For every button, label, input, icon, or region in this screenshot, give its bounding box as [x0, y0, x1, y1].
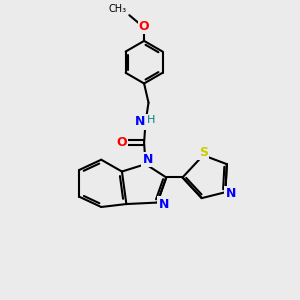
Text: O: O — [117, 136, 127, 149]
Text: N: N — [143, 153, 153, 166]
Text: O: O — [139, 20, 149, 33]
Text: S: S — [199, 146, 208, 159]
Text: CH₃: CH₃ — [108, 4, 126, 14]
Text: H: H — [147, 115, 155, 124]
Text: N: N — [159, 197, 169, 211]
Text: N: N — [135, 116, 146, 128]
Text: N: N — [226, 187, 236, 200]
